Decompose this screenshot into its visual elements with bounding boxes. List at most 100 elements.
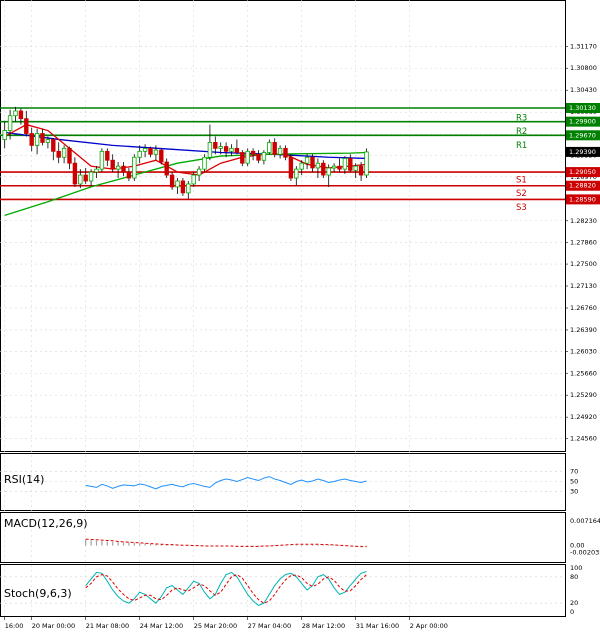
candle-body [321, 162, 326, 176]
candle-body [304, 156, 310, 164]
level-price-tag-s3 [566, 194, 600, 205]
macd-signal-line [85, 538, 367, 548]
candle-body [294, 168, 299, 179]
current-price-label: 1.29390 [569, 148, 596, 156]
time-tick-label: 20 Mar 00:00 [32, 622, 75, 630]
price-tick-label: 1.24920 [570, 413, 597, 421]
candle-body [56, 150, 61, 158]
time-tick-label: 31 Mar 16:00 [356, 622, 399, 630]
candle-body [169, 174, 175, 188]
candle-body [337, 165, 342, 170]
candle-body [191, 174, 196, 185]
stoch-d-line [85, 574, 367, 604]
candle-body [234, 147, 240, 153]
candle-body [272, 142, 277, 155]
candle-body [164, 161, 169, 176]
time-tick-label: 16:00 [5, 622, 24, 630]
level-price-tag-r1 [566, 130, 600, 141]
candle-body [207, 142, 213, 158]
candle-body [126, 171, 132, 179]
candle-body [142, 147, 148, 152]
candle-body [288, 156, 294, 179]
candle-body [310, 156, 315, 169]
time-tick-label: 2 Apr 00:00 [410, 622, 448, 630]
candle-body [159, 149, 164, 163]
candle-body [299, 162, 304, 170]
rsi-line [85, 476, 367, 490]
level-name-s1: S1 [516, 176, 527, 186]
candle-body [99, 150, 105, 170]
candle-body [229, 147, 234, 152]
candle-body [283, 147, 288, 158]
macd-tick-label: 0.007164 [570, 517, 600, 525]
price-tick-label: 1.25660 [570, 369, 597, 377]
level-name-r3: R3 [516, 114, 527, 124]
rsi-title: RSI(14) [4, 473, 44, 486]
level-price-tag-s1 [566, 167, 600, 178]
time-tick-label: 24 Mar 12:00 [140, 622, 183, 630]
candle-body [256, 153, 261, 161]
macd-title: MACD(12,26,9) [4, 517, 88, 530]
candle-body [94, 168, 99, 173]
candle-body [331, 165, 337, 169]
price-tick-label: 1.28230 [570, 217, 597, 225]
candle-body [186, 183, 191, 194]
candle-body [153, 149, 159, 155]
candle-body [213, 142, 218, 149]
candle-body [18, 110, 24, 120]
macd-tick-label: -0.002035 [570, 549, 600, 557]
price-tick-label: 1.25290 [570, 391, 597, 399]
level-price-label-r3: 1.30130 [569, 104, 596, 112]
candle-body [110, 159, 115, 170]
candle-body [261, 152, 267, 161]
stoch-tick-label: 80 [570, 573, 578, 581]
time-tick-label: 27 Mar 04:00 [248, 622, 291, 630]
level-price-label-s1: 1.29050 [569, 168, 596, 176]
candle-body [277, 147, 283, 155]
candle-body [78, 174, 83, 185]
candle-body [24, 118, 29, 134]
price-tick-label: 1.31170 [570, 42, 597, 50]
candle-body [240, 152, 245, 164]
candle-body [34, 133, 40, 146]
rsi-tick-label: 50 [570, 478, 578, 486]
level-name-r1: R1 [516, 141, 527, 151]
candle-body [115, 165, 121, 170]
price-tick-label: 1.27130 [570, 282, 597, 290]
main-pane-frame [0, 0, 566, 452]
stoch-pane-frame [0, 564, 566, 617]
candle-body [121, 165, 126, 173]
candle-body [342, 158, 348, 170]
time-tick-label: 21 Mar 08:00 [86, 622, 129, 630]
candle-body [348, 158, 353, 171]
level-price-label-r2: 1.29900 [569, 118, 596, 126]
candle-body [364, 151, 369, 176]
candle-body [353, 165, 358, 171]
stoch-title: Stoch(9,6,3) [4, 587, 72, 600]
candle-body [180, 180, 186, 194]
candle-body [72, 162, 78, 185]
stoch-tick-label: 20 [570, 599, 578, 607]
time-tick-label: 25 Mar 20:00 [194, 622, 237, 630]
time-tick-label: 28 Mar 12:00 [302, 622, 345, 630]
level-price-tag-s2 [566, 180, 600, 191]
candle-body [267, 142, 272, 153]
level-price-label-r1: 1.29670 [569, 131, 596, 139]
candle-body [29, 133, 34, 146]
candle-body [51, 139, 56, 152]
candle-body [315, 162, 321, 169]
candle-body [137, 150, 142, 158]
macd-pane-frame [0, 512, 566, 563]
candle-body [2, 130, 7, 140]
candle-body [196, 168, 202, 176]
price-tick-label: 1.30430 [570, 86, 597, 94]
candle-body [67, 147, 72, 164]
candle-body [245, 150, 250, 164]
candle-body [218, 146, 223, 149]
candle-body [202, 156, 207, 170]
candle-body [40, 133, 45, 143]
rsi-tick-label: 30 [570, 487, 578, 495]
price-tick-label: 1.27500 [570, 260, 597, 268]
level-name-s2: S2 [516, 189, 527, 199]
